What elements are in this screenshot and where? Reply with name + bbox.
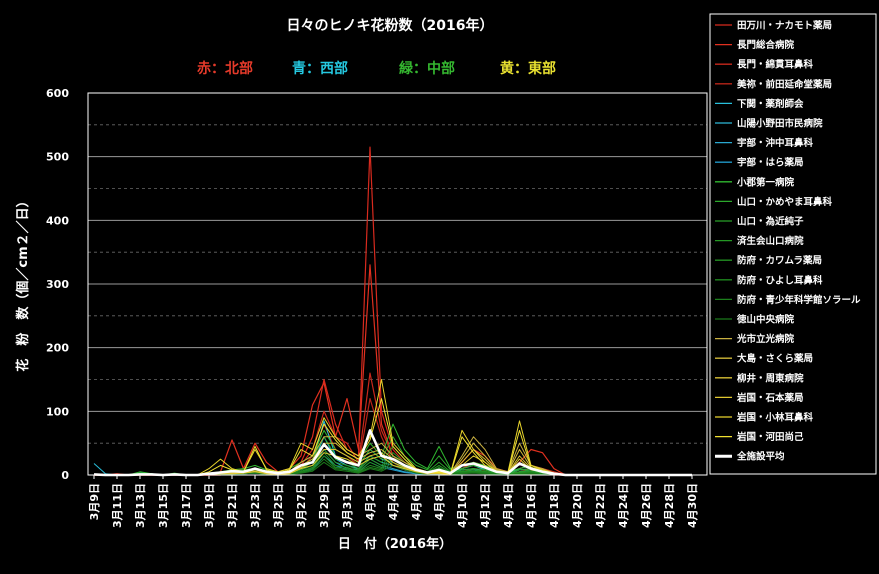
legend-label-6: 宇部・沖中耳鼻科 xyxy=(737,137,814,149)
legend-label-5: 山陽小野田市民病院 xyxy=(737,118,823,130)
x-tick-label: 4月26日 xyxy=(640,483,653,528)
x-tick-label: 3月19日 xyxy=(203,483,216,528)
legend-label-3: 美祢・前田延命堂薬局 xyxy=(736,78,832,90)
y-tick-label: 400 xyxy=(46,214,69,227)
x-tick-label: 3月9日 xyxy=(88,483,101,520)
legend-label-1: 長門総合病院 xyxy=(737,39,795,51)
y-tick-label: 500 xyxy=(46,151,69,164)
legend-label-0: 田万川・ナカモト薬局 xyxy=(737,20,832,32)
legend-label-16: 光市立光病院 xyxy=(736,333,795,345)
legend-label-7: 宇部・はら薬局 xyxy=(737,157,804,169)
x-tick-label: 3月29日 xyxy=(318,483,331,528)
x-tick-label: 3月23日 xyxy=(249,483,262,528)
x-tick-label: 4月16日 xyxy=(525,483,538,528)
legend: 田万川・ナカモト薬局長門総合病院長門・綿貫耳鼻科美祢・前田延命堂薬局下関・薬剤師… xyxy=(715,20,861,463)
y-tick-label: 200 xyxy=(46,342,69,355)
x-tick-label: 4月4日 xyxy=(387,483,400,520)
x-tick-label: 4月18日 xyxy=(548,483,561,528)
x-tick-label: 4月20日 xyxy=(571,483,584,528)
legend-label-10: 山口・為近純子 xyxy=(737,216,804,228)
x-tick-label: 3月27日 xyxy=(295,483,308,528)
chart-title: 日々のヒノキ花粉数（2016年） xyxy=(287,17,494,34)
legend-label-2: 長門・綿貫耳鼻科 xyxy=(737,59,814,71)
x-tick-label: 4月10日 xyxy=(456,483,469,528)
legend-label-18: 柳井・周東病院 xyxy=(737,372,804,384)
legend-label-21: 岩国・河田尚己 xyxy=(736,431,804,443)
x-tick-label: 4月6日 xyxy=(410,483,423,520)
legend-label-12: 防府・カワムラ薬局 xyxy=(737,255,822,267)
y-tick-label: 0 xyxy=(61,469,69,482)
x-tick-label: 3月13日 xyxy=(134,483,147,528)
x-axis-label: 日 付（2016年） xyxy=(338,536,452,552)
series-lines xyxy=(93,146,692,477)
legend-label-14: 防府・青少年科学館ソラール xyxy=(737,294,861,306)
legend-label-17: 大島・さくら薬局 xyxy=(737,353,813,365)
y-tick-labels: 0 100 200 300 400 500 600 xyxy=(46,87,69,482)
y-tick-label: 600 xyxy=(46,87,69,100)
y-tick-label: 300 xyxy=(46,278,69,291)
region-label-1: 青：西部 xyxy=(292,60,348,77)
region-label-3: 黄：東部 xyxy=(500,60,556,77)
x-tick-labels: 3月9日 3月11日 3月13日 3月15日 3月17日 3月19日 3月21日 3月23日 3… xyxy=(88,475,699,528)
legend-label-15: 徳山中央病院 xyxy=(736,314,795,326)
x-tick-label: 4月28日 xyxy=(663,483,676,528)
x-tick-label: 4月14日 xyxy=(502,483,515,528)
x-tick-label: 3月31日 xyxy=(341,483,354,528)
legend-label-20: 岩国・小林耳鼻科 xyxy=(736,412,814,424)
series-line-0 xyxy=(94,146,692,476)
region-labels: 赤：北部 青：西部 緑：中部 黄：東部 xyxy=(197,60,556,77)
x-tick-label: 3月15日 xyxy=(157,483,170,528)
series-line-20 xyxy=(94,379,692,476)
x-tick-label: 3月21日 xyxy=(226,483,239,528)
legend-label-19: 岩国・石本薬局 xyxy=(736,392,804,404)
x-tick-label: 4月30日 xyxy=(686,483,699,528)
x-tick-label: 4月12日 xyxy=(479,483,492,528)
plot-frame xyxy=(87,92,708,476)
x-tick-label: 4月8日 xyxy=(433,483,446,520)
legend-label-22: 全施設平均 xyxy=(736,451,785,463)
legend-label-11: 済生会山口病院 xyxy=(737,235,804,247)
x-tick-label: 3月11日 xyxy=(111,483,124,528)
x-tick-label: 4月24日 xyxy=(617,483,630,528)
legend-box xyxy=(709,13,877,475)
x-tick-label: 3月25日 xyxy=(272,483,285,528)
x-tick-label: 3月17日 xyxy=(180,483,193,528)
legend-label-4: 下関・薬剤師会 xyxy=(737,98,804,110)
legend-label-9: 山口・かめやま耳鼻科 xyxy=(737,196,833,208)
legend-label-13: 防府・ひよし耳鼻科 xyxy=(737,274,823,286)
x-tick-label: 4月22日 xyxy=(594,483,607,528)
y-axis-label: 花 粉 数（個／cm２／日） xyxy=(15,194,31,371)
legend-label-8: 小郡第一病院 xyxy=(736,176,795,188)
grid-lines xyxy=(88,124,707,444)
y-tick-label: 100 xyxy=(46,405,69,418)
x-tick-label: 4月2日 xyxy=(364,483,377,520)
region-label-0: 赤：北部 xyxy=(197,60,253,77)
region-label-2: 緑：中部 xyxy=(399,60,455,77)
